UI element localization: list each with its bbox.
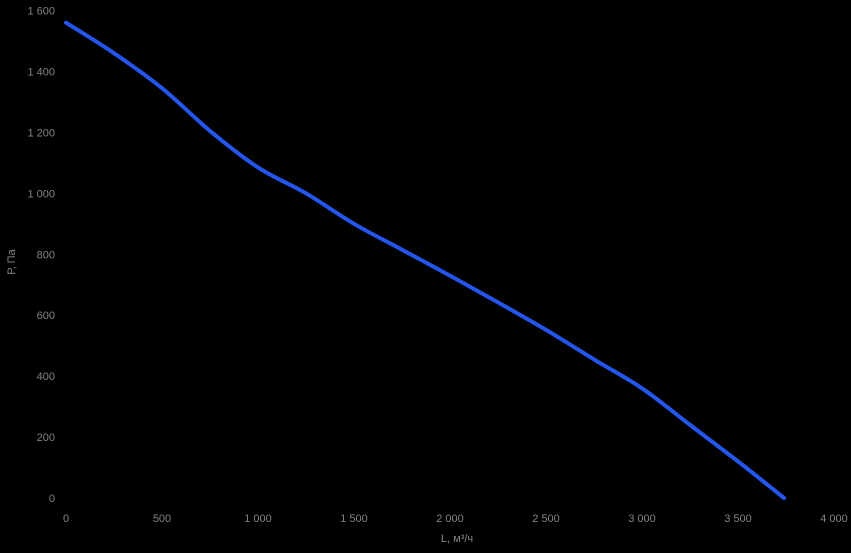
y-tick-label: 600: [37, 310, 55, 322]
y-tick-label: 1 000: [27, 188, 55, 200]
x-axis-tick-labels: 0 500 1 000 1 500 2 000 2 500 3 000 3 500 4 000: [63, 513, 848, 525]
x-tick-label: 2 500: [532, 513, 560, 525]
y-tick-label: 800: [37, 249, 55, 261]
y-tick-label: 1 400: [27, 66, 55, 78]
x-tick-label: 500: [153, 513, 171, 525]
pressure-curve: [64, 20, 787, 500]
x-tick-label: 3 000: [628, 513, 656, 525]
x-tick-label: 4 000: [820, 513, 848, 525]
x-tick-label: 1 000: [244, 513, 272, 525]
x-tick-label: 3 500: [724, 513, 752, 525]
x-tick-label: 0: [63, 513, 69, 525]
x-tick-label: 2 000: [436, 513, 464, 525]
y-axis-title: Р, Па: [6, 248, 18, 274]
x-tick-label: 1 500: [340, 513, 368, 525]
x-axis-title: L, м³/ч: [441, 533, 473, 545]
y-axis-tick-labels: 0 200 400 600 800 1 000 1 200 1 400 1 600: [27, 6, 55, 506]
y-tick-label: 0: [49, 493, 55, 505]
y-tick-label: 1 200: [27, 127, 55, 139]
y-tick-label: 400: [37, 371, 55, 383]
y-tick-label: 1 600: [27, 6, 55, 18]
y-tick-label: 200: [37, 432, 55, 444]
